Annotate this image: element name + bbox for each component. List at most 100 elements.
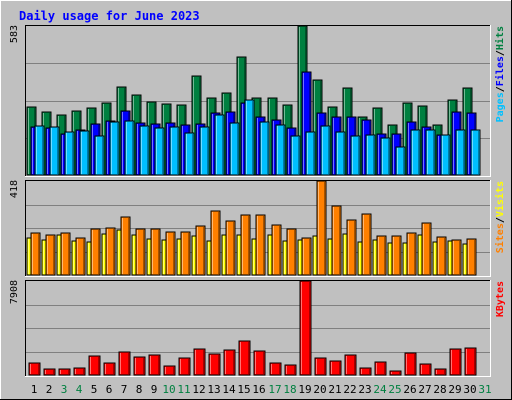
legend: Sites/Visits (494, 181, 506, 253)
legend-entry-sites: Sites (494, 223, 506, 253)
bar-sites-day-24 (376, 235, 387, 276)
legend-entry-files: Files (494, 56, 506, 86)
bar-kbytes-day-6 (103, 362, 116, 376)
bar-kbytes-day-30 (464, 347, 477, 376)
bar-pages-day-18 (290, 135, 301, 176)
bar-kbytes-day-21 (329, 360, 342, 376)
x-tick-label: 28 (433, 383, 446, 396)
bar-pages-day-10 (169, 126, 180, 176)
bar-kbytes-day-10 (163, 365, 176, 376)
bar-sites-day-15 (240, 214, 251, 276)
bar-sites-day-17 (271, 224, 282, 276)
bar-sites-day-20 (316, 180, 327, 276)
bar-sites-day-12 (195, 225, 206, 276)
bar-pages-day-29 (455, 129, 466, 176)
bar-kbytes-day-13 (208, 353, 221, 376)
series-pages (34, 99, 481, 176)
bar-pages-day-7 (124, 120, 135, 176)
bar-sites-day-8 (135, 228, 146, 276)
bar-sites-day-27 (421, 222, 432, 276)
legend-entry-hits: Hits (494, 26, 506, 50)
bar-kbytes-day-16 (253, 350, 266, 376)
x-tick-label: 22 (343, 383, 356, 396)
x-tick-label: 5 (91, 383, 98, 396)
bar-pages-day-5 (94, 135, 105, 176)
bar-sites-day-30 (466, 238, 477, 276)
bar-kbytes-day-11 (178, 357, 191, 376)
legend-entry-visits: Visits (494, 181, 506, 217)
bar-kbytes-day-25 (389, 370, 402, 376)
x-tick-label: 13 (207, 383, 220, 396)
x-tick-label: 26 (403, 383, 416, 396)
x-tick-label: 11 (177, 383, 190, 396)
bar-pages-day-25 (395, 146, 406, 176)
bar-sites-day-23 (361, 213, 372, 276)
bar-sites-day-21 (331, 205, 342, 276)
bar-kbytes-day-14 (223, 349, 236, 376)
bar-kbytes-day-24 (374, 361, 387, 376)
bar-sites-day-29 (451, 239, 462, 276)
bar-kbytes-day-27 (419, 363, 432, 376)
bar-pages-day-20 (320, 125, 331, 176)
x-tick-label: 1 (31, 383, 38, 396)
bar-sites-day-16 (255, 214, 266, 276)
bar-kbytes-day-20 (314, 357, 327, 376)
y-axis-max-label: 7908 (9, 280, 20, 304)
bar-sites-day-11 (180, 231, 191, 276)
x-tick-label: 6 (106, 383, 113, 396)
bar-pages-day-16 (259, 121, 270, 176)
bar-kbytes-day-9 (148, 354, 161, 376)
bar-kbytes-day-23 (359, 367, 372, 376)
x-tick-label: 25 (388, 383, 401, 396)
bar-sites-day-25 (391, 235, 402, 276)
bar-pages-day-14 (229, 122, 240, 176)
bar-pages-day-24 (380, 137, 391, 176)
chart-title: Daily usage for June 2023 (19, 9, 200, 23)
x-tick-label: 23 (358, 383, 371, 396)
bar-sites-day-13 (210, 210, 221, 276)
bar-pages-day-9 (154, 127, 165, 176)
bar-kbytes-day-3 (58, 368, 71, 376)
bar-kbytes-day-26 (404, 352, 417, 376)
bar-pages-day-13 (214, 114, 225, 176)
bar-sites-day-18 (286, 228, 297, 276)
bar-kbytes-day-15 (238, 340, 251, 376)
x-tick-label: 20 (313, 383, 326, 396)
legend-separator: / (495, 217, 506, 223)
x-tick-label: 21 (328, 383, 341, 396)
bar-pages-day-11 (184, 132, 195, 176)
bar-pages-day-17 (275, 124, 286, 176)
bar-kbytes-day-22 (344, 354, 357, 376)
x-tick-label: 16 (252, 383, 265, 396)
bar-pages-day-28 (440, 134, 451, 176)
x-tick-label: 3 (61, 383, 68, 396)
bar-pages-day-27 (425, 129, 436, 176)
bar-pages-day-4 (79, 130, 90, 176)
bar-pages-day-21 (335, 131, 346, 176)
legend: KBytes (495, 281, 506, 317)
x-tick-label: 10 (162, 383, 175, 396)
bar-sites-day-1 (30, 232, 41, 276)
bar-kbytes-day-28 (434, 368, 447, 376)
x-tick-label: 4 (76, 383, 83, 396)
legend: Pages/Files/Hits (494, 26, 506, 122)
bar-kbytes-day-2 (43, 368, 56, 376)
bar-pages-day-30 (470, 129, 481, 176)
bar-sites-day-9 (150, 228, 161, 276)
bar-kbytes-day-4 (73, 367, 86, 376)
bar-kbytes-day-12 (193, 348, 206, 376)
bar-pages-day-3 (64, 131, 75, 176)
x-tick-label: 15 (237, 383, 250, 396)
x-tick-label: 17 (268, 383, 281, 396)
x-tick-label: 30 (463, 383, 476, 396)
bar-pages-day-26 (410, 129, 421, 176)
x-tick-label: 14 (222, 383, 236, 396)
bar-kbytes-day-7 (118, 351, 131, 376)
bar-sites-day-3 (60, 232, 71, 276)
bar-kbytes-day-8 (133, 356, 146, 376)
series-sites (30, 180, 477, 276)
x-tick-label: 31 (478, 383, 491, 396)
x-tick-label: 18 (283, 383, 296, 396)
